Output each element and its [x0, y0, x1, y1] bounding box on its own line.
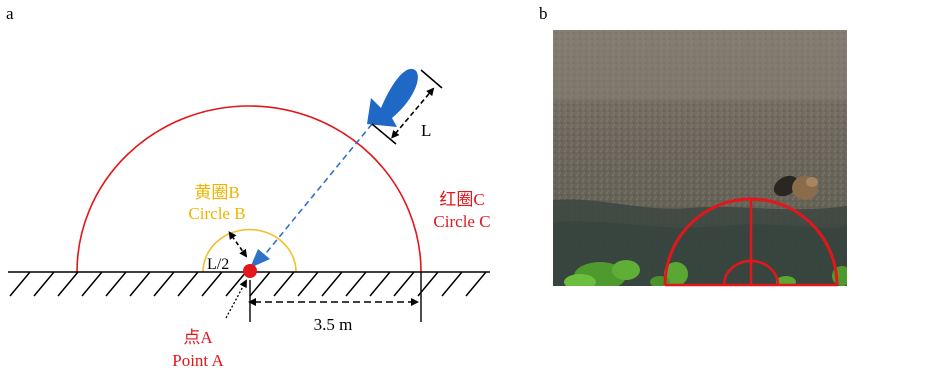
point-a-marker — [243, 264, 257, 278]
hatch-mark — [273, 271, 295, 297]
approach-arrowhead — [250, 249, 270, 268]
hatch-mark — [225, 271, 247, 297]
point-a-leader — [225, 279, 247, 319]
panel-a-label: a — [6, 4, 14, 23]
animal-shadow — [773, 175, 799, 197]
circle-c-arc — [76, 105, 422, 273]
hatch-mark — [465, 271, 487, 297]
hatch-mark — [33, 271, 55, 297]
hatch-mark — [153, 271, 175, 297]
hatch-mark — [105, 271, 127, 297]
hatch-mark — [441, 271, 463, 297]
point-a-label-en: Point A — [172, 351, 224, 370]
panel-b-label: b — [539, 4, 548, 23]
length-tick-top — [420, 69, 443, 89]
point-a-label-cn: 点A — [183, 328, 213, 347]
bird-icon — [367, 68, 418, 127]
circle-b-arc — [202, 228, 297, 273]
hatch-mark — [129, 271, 151, 297]
hatch-mark — [177, 271, 199, 297]
hatch-mark — [297, 271, 319, 297]
hatch-mark — [321, 271, 343, 297]
length-dimension-line — [391, 87, 435, 139]
circle-c-label-cn: 红圈C — [439, 190, 484, 209]
circle-b-label-cn: 黄圈B — [194, 183, 239, 202]
hatch-mark — [345, 271, 367, 297]
hatch-mark — [369, 271, 391, 297]
aerial-photo — [553, 30, 847, 286]
hatch-mark — [201, 271, 223, 297]
hatch-mark — [393, 271, 415, 297]
circle-c-label-en: Circle C — [433, 212, 490, 231]
hatch-mark — [9, 271, 31, 297]
ground-hatching — [9, 271, 487, 297]
panel-a-diagram: a L L/2 3.5 m 黄圈B Circle — [6, 4, 491, 370]
circle-b-label-en: Circle B — [188, 204, 245, 223]
distance-label: 3.5 m — [314, 315, 353, 334]
hatch-mark — [57, 271, 79, 297]
hatch-mark — [249, 271, 271, 297]
half-length-label: L/2 — [207, 256, 229, 273]
length-label: L — [421, 121, 431, 140]
length-tick-bottom — [371, 123, 397, 145]
hatch-mark — [81, 271, 103, 297]
panel-b-photo: b — [539, 4, 847, 287]
half-length-dimension — [228, 231, 248, 258]
approach-path-dashed — [261, 123, 373, 259]
